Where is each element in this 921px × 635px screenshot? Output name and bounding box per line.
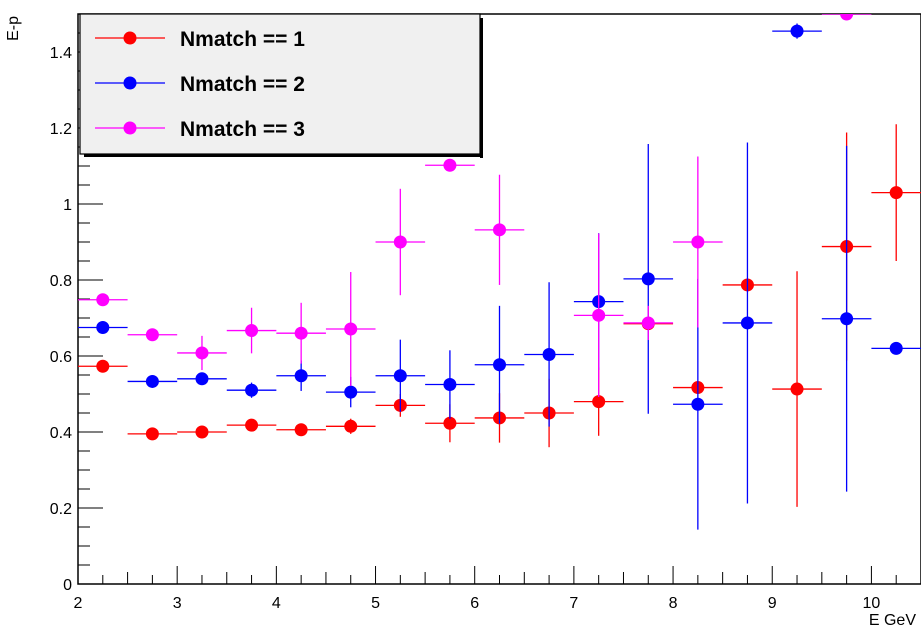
y-tick-label: 0.4 — [50, 425, 72, 442]
data-point — [641, 272, 655, 286]
series-2 — [78, 23, 921, 530]
data-point — [443, 158, 457, 172]
y-tick-label: 0 — [63, 577, 72, 594]
data-points — [78, 14, 921, 530]
legend-marker — [123, 121, 137, 135]
data-point — [294, 369, 308, 383]
data-point — [641, 316, 655, 330]
data-point — [740, 316, 754, 330]
y-axis-title: E-p — [5, 16, 22, 41]
y-tick-label: 1.4 — [50, 45, 72, 62]
legend-label: Nmatch == 2 — [180, 73, 305, 96]
data-point — [245, 418, 259, 432]
data-point — [145, 328, 159, 342]
data-point — [294, 326, 308, 340]
data-point — [393, 235, 407, 249]
data-point — [195, 372, 209, 386]
x-axis: 2 3 4 5 6 7 8 9 10 — [74, 566, 921, 612]
data-point — [790, 24, 804, 38]
data-point — [195, 346, 209, 360]
x-tick-label: 5 — [371, 595, 380, 612]
y-tick-label: 0.6 — [50, 349, 72, 366]
data-point — [840, 14, 854, 21]
data-point — [245, 324, 259, 338]
data-point — [393, 369, 407, 383]
x-tick-label: 3 — [173, 595, 182, 612]
legend-marker — [123, 31, 137, 45]
data-point — [889, 186, 903, 200]
legend-marker — [123, 76, 137, 90]
x-tick-label: 9 — [768, 595, 777, 612]
data-point — [96, 293, 110, 307]
data-point — [542, 347, 556, 361]
data-point — [443, 378, 457, 391]
data-point — [145, 374, 159, 388]
data-point — [691, 397, 705, 411]
y-tick-label: 1 — [63, 197, 72, 214]
data-point — [195, 425, 209, 439]
data-point — [245, 383, 259, 397]
legend-label: Nmatch == 1 — [180, 28, 305, 51]
data-point — [145, 427, 159, 441]
data-point — [344, 385, 358, 399]
data-point — [344, 419, 358, 433]
legend-shadow-bottom — [84, 154, 483, 157]
y-tick-label: 1.2 — [50, 121, 72, 138]
x-tick-label: 6 — [470, 595, 479, 612]
data-point — [840, 312, 854, 326]
data-point — [493, 223, 506, 237]
legend: Nmatch == 1 Nmatch == 2 Nmatch == 3 — [79, 13, 483, 158]
data-point — [592, 395, 606, 409]
data-point — [790, 382, 804, 396]
x-tick-label: 10 — [863, 595, 881, 612]
x-tick-label: 8 — [669, 595, 678, 612]
series-3 — [78, 14, 872, 398]
data-point — [592, 308, 606, 322]
legend-box — [79, 13, 481, 155]
x-tick-label: 4 — [272, 595, 281, 612]
data-layer — [78, 14, 921, 530]
data-point — [443, 416, 457, 430]
y-tick-label: 0.2 — [50, 501, 72, 518]
data-point — [96, 321, 110, 334]
x-axis-title: E GeV — [869, 612, 916, 629]
data-point — [889, 341, 903, 355]
data-point — [493, 358, 506, 372]
x-tick-label: 7 — [569, 595, 578, 612]
data-point — [294, 423, 308, 437]
legend-label: Nmatch == 3 — [180, 118, 305, 141]
legend-shadow-right — [480, 18, 483, 158]
data-point — [344, 322, 358, 336]
x-tick-label: 2 — [74, 595, 83, 612]
data-point — [96, 359, 110, 373]
data-point — [691, 235, 705, 249]
y-tick-label: 0.8 — [50, 273, 72, 290]
y-axis: 0 0.2 0.4 0.6 0.8 1 1.2 1.4 — [50, 13, 103, 594]
